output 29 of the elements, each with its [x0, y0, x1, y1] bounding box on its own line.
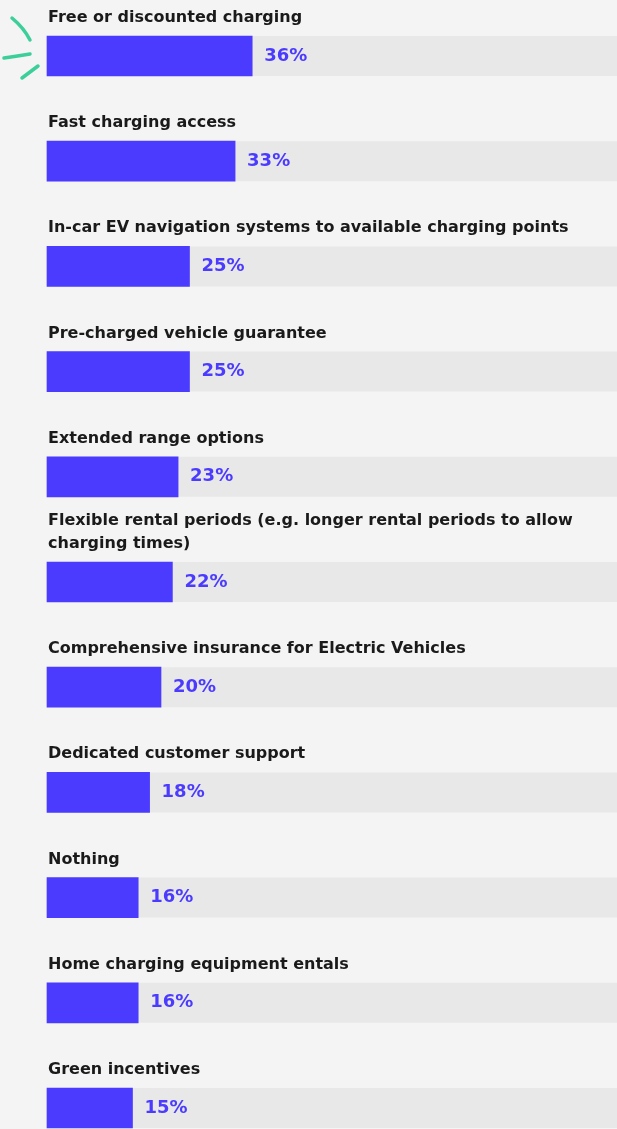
data-label: 20% — [173, 674, 217, 696]
data-label: 23% — [190, 464, 234, 486]
y-tick-label: Pre-charged vehicle guarantee — [48, 322, 327, 342]
bar — [46, 877, 139, 918]
y-tick-label: Fast charging access — [48, 112, 237, 132]
data-label: 15% — [144, 1095, 188, 1117]
data-label: 25% — [201, 359, 245, 381]
y-tick-label: Comprehensive insurance for Electric Vehicles — [48, 638, 466, 658]
y-tick-label: Green incentives — [48, 1059, 201, 1078]
y-tick-label: Dedicated customer support — [48, 743, 306, 763]
data-label: 16% — [150, 990, 194, 1012]
y-tick-label: Free or discounted charging — [48, 7, 303, 26]
data-label: 33% — [247, 148, 291, 170]
data-label: 16% — [150, 885, 194, 907]
bar — [46, 982, 139, 1024]
y-tick-label: In-car EV navigation systems to available charging points — [48, 217, 569, 237]
bar — [46, 456, 179, 498]
data-label: 18% — [161, 780, 205, 802]
y-tick-label: Nothing — [48, 848, 120, 868]
bar — [46, 666, 162, 708]
data-label: 22% — [184, 569, 228, 591]
data-label: 25% — [201, 254, 245, 276]
y-tick-label: Extended range options — [48, 427, 264, 447]
bar — [46, 1087, 133, 1129]
data-label: 36% — [264, 43, 308, 65]
y-tick-label: Home charging equipment entals — [48, 953, 349, 973]
bar — [46, 772, 150, 813]
y-tick-label: Flexible rental periods (e.g. longer rental periods to allow charging times) — [48, 510, 574, 552]
bar — [46, 561, 173, 603]
